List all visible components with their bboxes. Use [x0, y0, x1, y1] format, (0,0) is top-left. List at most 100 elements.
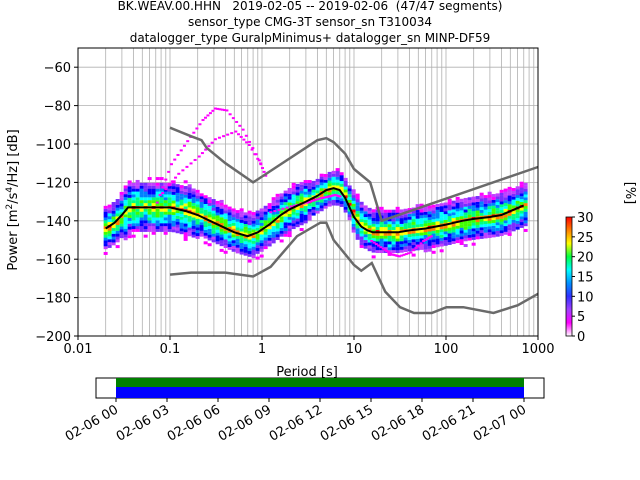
heatmap-cell — [119, 197, 124, 201]
heatmap-cell — [215, 232, 220, 236]
heatmap-cell — [523, 188, 528, 192]
heatmap-cell — [151, 191, 156, 195]
heatmap-cell — [275, 234, 280, 238]
heatmap-cell — [311, 192, 316, 196]
heatmap-cell — [423, 223, 428, 227]
heatmap-cell — [107, 242, 112, 246]
heatmap-cell — [147, 191, 152, 195]
heatmap-cell — [103, 223, 108, 227]
heatmap-cell — [259, 240, 264, 244]
mode-line — [105, 187, 525, 238]
heatmap-cell — [259, 211, 264, 215]
heatmap-cell — [339, 189, 344, 193]
heatmap-cell — [115, 230, 120, 234]
heatmap-cell — [215, 215, 220, 219]
heatmap-cell — [475, 196, 480, 200]
heatmap-cell — [175, 195, 180, 199]
heatmap-cell — [119, 217, 124, 221]
heatmap-cell — [203, 212, 208, 216]
heatmap-cell — [307, 185, 312, 189]
heatmap-cell — [197, 155, 201, 158]
heatmap-cell — [419, 235, 424, 239]
heatmap-cell — [163, 211, 168, 215]
heatmap-cell — [123, 217, 128, 221]
heatmap-cell — [435, 244, 440, 248]
heatmap-cell — [219, 234, 224, 238]
heatmap-cell — [247, 253, 252, 257]
heatmap-cell — [423, 232, 428, 236]
heatmap-cell — [399, 218, 404, 222]
heatmap-cell — [319, 193, 324, 197]
heatmap-cell — [319, 205, 324, 209]
heatmap-cell — [139, 217, 144, 221]
heatmap-cell — [523, 185, 528, 189]
heatmap-cell — [223, 242, 228, 246]
heatmap-cell — [139, 194, 144, 198]
timeline-tick-label: 02-06 00 — [63, 402, 121, 444]
heatmap-cell — [195, 227, 200, 231]
heatmap-cell — [175, 189, 180, 193]
heatmap-cell — [225, 109, 229, 112]
heatmap-cell — [471, 211, 476, 215]
heatmap-cell — [103, 246, 108, 250]
heatmap-cell — [463, 197, 468, 201]
heatmap-cell — [495, 225, 500, 229]
heatmap-cell — [171, 186, 176, 190]
heatmap-cell — [291, 182, 296, 186]
heatmap-cell — [387, 232, 392, 236]
heatmap-cell — [419, 229, 424, 233]
heatmap-cell — [187, 218, 192, 222]
heatmap-cell — [279, 227, 284, 231]
heatmap-cell — [231, 219, 236, 223]
heatmap-cell — [219, 222, 224, 226]
heatmap-cell — [175, 221, 180, 225]
heatmap-cell — [395, 244, 400, 248]
heatmap-cell — [259, 243, 264, 247]
heatmap-cell — [147, 226, 152, 230]
heatmap-cell — [259, 214, 264, 218]
heatmap-cell — [223, 210, 228, 214]
heatmap-cell — [103, 228, 108, 232]
heatmap-cell — [307, 214, 312, 218]
heatmap-cell — [335, 182, 340, 186]
heatmap-cell — [463, 220, 468, 224]
heatmap-cell — [135, 197, 140, 201]
heatmap-cell — [339, 198, 344, 202]
heatmap-cell — [439, 240, 444, 244]
heatmap-cell — [303, 211, 308, 215]
heatmap-cell — [303, 180, 308, 184]
heatmap-cell — [123, 194, 128, 198]
heatmap-cell — [435, 215, 440, 219]
heatmap-cell — [303, 194, 308, 198]
heatmap-cell — [451, 206, 456, 210]
heatmap-cell — [203, 235, 208, 239]
heatmap-cell — [251, 243, 256, 247]
heatmap-cell — [155, 214, 160, 218]
heatmap-cell — [483, 206, 488, 210]
heatmap-cell — [143, 214, 148, 218]
heatmap-cell — [175, 198, 180, 202]
heatmap-cell — [339, 203, 344, 207]
heatmap-cell — [271, 228, 276, 232]
heatmap-cell — [167, 214, 172, 218]
heatmap-cell — [219, 205, 224, 209]
heatmap-cell — [243, 244, 248, 248]
heatmap-cell — [383, 248, 387, 251]
heatmap-cell — [395, 235, 400, 239]
heatmap-cell — [275, 193, 280, 197]
heatmap-cell — [143, 200, 148, 204]
heatmap-cell — [167, 228, 172, 232]
heatmap-cell — [447, 230, 452, 234]
heatmap-cell — [273, 210, 277, 213]
heatmap-cell — [207, 225, 212, 229]
heatmap-cell — [203, 232, 208, 236]
heatmap-cell — [295, 224, 300, 228]
heatmap-cell — [262, 170, 266, 173]
heatmap-cell — [487, 223, 492, 227]
heatmap-cell — [319, 188, 324, 192]
heatmap-cell — [479, 209, 484, 213]
heatmap-cell — [267, 234, 272, 238]
heatmap-cell — [391, 226, 396, 230]
heatmap-cell — [391, 209, 396, 213]
heatmap-cell — [131, 223, 136, 227]
